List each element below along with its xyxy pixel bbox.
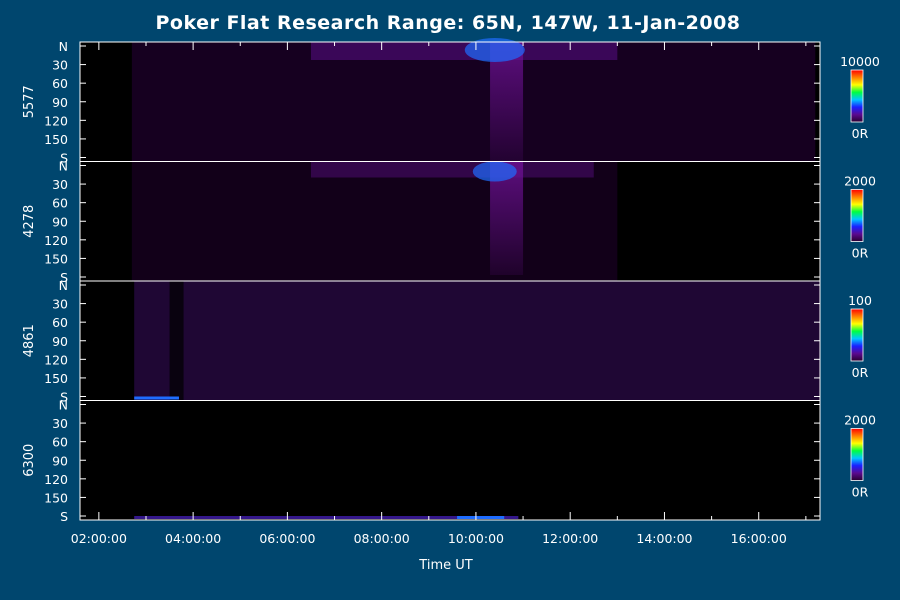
- panel-4278: N 30 60 90 120 150 S 4278 2000 0R: [22, 159, 876, 286]
- y-tick-label: 90: [52, 95, 68, 110]
- y-tick-label: 150: [44, 371, 68, 386]
- panel-label: 4278: [22, 205, 37, 238]
- x-tick-label: 02:00:00: [71, 531, 127, 546]
- emission-peak: [472, 161, 517, 182]
- y-tick-label: N: [59, 398, 68, 413]
- colorbar-min-label: 0R: [852, 126, 869, 141]
- data-gap: [169, 281, 184, 401]
- colorbar: [850, 428, 864, 481]
- emission-band: [134, 516, 519, 519]
- emission-texture-5577: [131, 38, 816, 162]
- colorbar-max-label: 100: [848, 293, 872, 308]
- panel-5577: N 30 60 90 120 150 S 5577 10000 0R: [22, 38, 880, 166]
- colorbar: [850, 189, 864, 242]
- colorbar-min-label: 0R: [852, 485, 869, 500]
- y-tick-label: 120: [44, 113, 68, 128]
- colorbar-max-label: 2000: [844, 413, 876, 428]
- emission-texture-4278: [131, 161, 618, 281]
- emission-band: [310, 42, 618, 60]
- panel-label: 6300: [22, 444, 37, 477]
- emission-texture-6300: [134, 516, 519, 519]
- y-tick-label: S: [60, 270, 68, 285]
- colorbar-min-label: 0R: [852, 365, 869, 380]
- colorbar-max-label: 10000: [840, 54, 880, 69]
- emission-band: [310, 161, 594, 178]
- y-tick-label: 150: [44, 490, 68, 505]
- y-tick-label: 60: [52, 435, 68, 450]
- x-axis: 02:00:00 04:00:00 06:00:00 08:00:00 10:00:00…: [71, 42, 807, 546]
- emission-band: [131, 42, 816, 162]
- emission-peak: [457, 516, 505, 519]
- y-tick-label: N: [59, 39, 68, 54]
- y-tick-label: 150: [44, 251, 68, 266]
- emission-peak: [464, 38, 525, 62]
- y-tick-label: 30: [52, 58, 68, 73]
- emission-band: [134, 281, 820, 401]
- x-axis-label: Time UT: [418, 558, 472, 573]
- colorbar-min-label: 0R: [852, 246, 869, 261]
- y-tick-label: 60: [52, 315, 68, 330]
- y-tick-label: 30: [52, 416, 68, 431]
- y-tick-label: 60: [52, 76, 68, 91]
- emission-peak: [134, 396, 179, 400]
- y-tick-label: S: [60, 509, 68, 524]
- plot-area-6300: [80, 400, 820, 520]
- emission-band: [131, 161, 618, 281]
- y-tick-label: 150: [44, 132, 68, 147]
- y-tick-label: 90: [52, 334, 68, 349]
- y-tick-label: 90: [52, 214, 68, 229]
- y-tick-label: 60: [52, 196, 68, 211]
- y-tick-label: N: [59, 278, 68, 293]
- chart-title: Poker Flat Research Range: 65N, 147W, 11…: [155, 12, 740, 34]
- panel-label: 4861: [22, 324, 37, 357]
- y-tick-label: 120: [44, 352, 68, 367]
- x-tick-label: 08:00:00: [354, 531, 410, 546]
- panel-6300: N 30 60 90 120 150 S 6300 2000 0R: [22, 398, 876, 525]
- colorbar: [850, 308, 864, 362]
- emission-texture-4861: [134, 281, 820, 401]
- colorbar: [850, 69, 864, 123]
- panel-label: 5577: [22, 85, 37, 118]
- y-tick-label: 30: [52, 177, 68, 192]
- y-tick-label: N: [59, 159, 68, 174]
- y-tick-label: 90: [52, 453, 68, 468]
- x-tick-label: 12:00:00: [542, 531, 598, 546]
- y-tick-label: 120: [44, 472, 68, 487]
- x-tick-label: 04:00:00: [165, 531, 221, 546]
- panel-4861: N 30 60 90 120 150 S 4861 100 0R: [22, 278, 872, 405]
- colorbar-max-label: 2000: [844, 174, 876, 189]
- y-tick-label: S: [60, 151, 68, 166]
- y-tick-label: S: [60, 390, 68, 405]
- panels: N 30 60 90 120 150 S 5577 10000 0R N 30 60 90 120 150 S 4…: [22, 38, 880, 524]
- x-tick-label: 14:00:00: [636, 531, 692, 546]
- x-tick-label: 10:00:00: [448, 531, 504, 546]
- x-tick-label: 16:00:00: [731, 531, 787, 546]
- x-tick-label: 06:00:00: [259, 531, 315, 546]
- y-tick-label: 30: [52, 297, 68, 312]
- y-tick-label: 120: [44, 233, 68, 248]
